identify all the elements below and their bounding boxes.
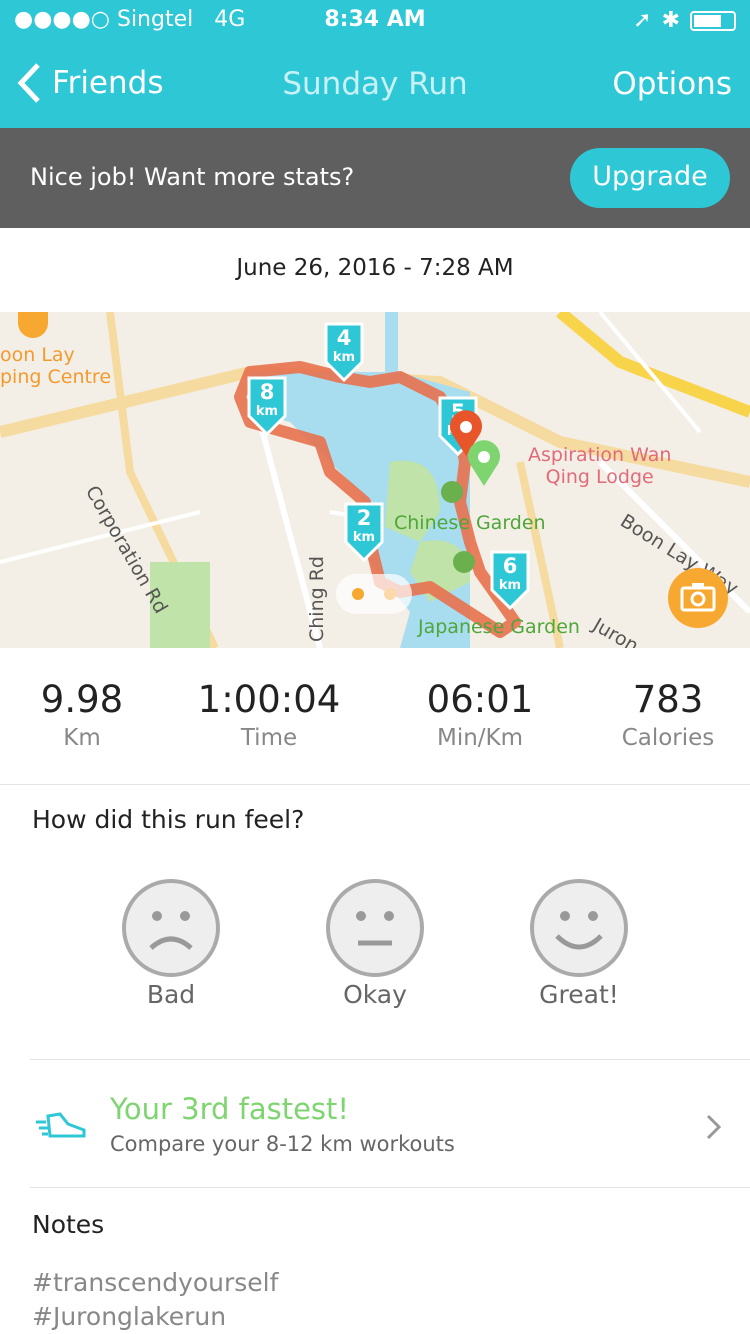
clock: 8:34 AM [324, 7, 426, 32]
km-marker[interactable]: 2 km [342, 500, 386, 562]
upgrade-button[interactable]: Upgrade [570, 148, 730, 208]
divider [30, 1187, 750, 1188]
end-pin-icon [450, 410, 482, 456]
stat-unit: Km [63, 725, 101, 751]
stat-unit: Calories [621, 725, 715, 751]
back-label: Friends [52, 65, 164, 101]
page-indicator[interactable] [336, 574, 412, 614]
stat-value: 9.98 [40, 678, 124, 721]
km-marker-unit: km [498, 578, 522, 593]
km-marker-number: 4 [336, 326, 352, 350]
notes-text[interactable]: #transcendyourself #Juronglakerun [32, 1266, 278, 1334]
achievement-title: Your 3rd fastest! [110, 1092, 350, 1126]
km-marker-unit: km [332, 350, 356, 365]
battery-icon [690, 10, 736, 31]
map-label-ching-rd: Ching Rd [306, 556, 328, 642]
divider [30, 1059, 750, 1060]
location-icon: ➚ [633, 8, 652, 33]
achievement-subtitle: Compare your 8-12 km workouts [110, 1132, 455, 1156]
stat-value: 1:00:04 [197, 678, 341, 721]
route-map[interactable]: oon Lay ping Centre Aspiration Wan Qing … [0, 312, 750, 648]
carrier: ●●●●○ Singtel 4G [14, 7, 246, 32]
status-bar: ●●●●○ Singtel 4G 8:34 AM ➚ ✱ [0, 0, 750, 40]
stat-distance: 9.98 Km [0, 678, 164, 751]
nav-bar: Friends Sunday Run Options [0, 40, 750, 128]
neutral-face-icon [326, 879, 424, 977]
km-marker-number: 2 [356, 506, 372, 530]
back-button[interactable]: Friends [16, 62, 163, 104]
run-date: June 26, 2016 - 7:28 AM [236, 255, 514, 281]
km-marker[interactable]: 6 km [488, 548, 532, 610]
map-label-japanese-garden: Japanese Garden [418, 616, 580, 638]
park-icon [441, 481, 463, 503]
km-marker-unit: km [352, 530, 376, 545]
upgrade-banner: Nice job! Want more stats? Upgrade [0, 128, 750, 228]
chevron-left-icon [17, 63, 40, 103]
stats-row: 9.98 Km 1:00:04 Time 06:01 Min/Km 783 Calori… [0, 678, 750, 751]
stat-calories: 783 Calories [586, 678, 750, 751]
map-label-chinese-garden: Chinese Garden [394, 512, 546, 534]
start-pin-icon [468, 440, 500, 486]
stat-time: 1:00:04 Time [164, 678, 374, 751]
achievement-row[interactable]: Your 3rd fastest! Compare your 8-12 km w… [0, 1060, 750, 1187]
shopping-icon [18, 312, 48, 338]
km-marker-number: 8 [259, 380, 275, 404]
bluetooth-icon: ✱ [661, 8, 680, 33]
park-icon [453, 551, 475, 573]
stat-unit: Min/Km [436, 725, 524, 751]
feel-okay-button[interactable]: Okay [325, 878, 425, 1009]
page-title: Sunday Run [282, 66, 468, 102]
feel-label: Okay [343, 980, 407, 1009]
options-button[interactable]: Options [612, 66, 732, 102]
stat-value: 783 [632, 678, 704, 721]
banner-message: Nice job! Want more stats? [30, 163, 355, 191]
km-marker-unit: km [255, 404, 279, 419]
camera-icon [680, 583, 716, 612]
route-path [234, 361, 521, 638]
km-marker[interactable]: 4 km [322, 320, 366, 382]
running-shoe-icon [36, 1112, 86, 1138]
note-line: #transcendyourself [32, 1268, 279, 1297]
map-label-mall: oon Lay ping Centre [0, 344, 112, 388]
happy-face-icon [530, 879, 628, 977]
km-marker[interactable]: 8 km [245, 374, 289, 436]
feel-label: Great! [539, 980, 619, 1009]
stat-value: 06:01 [426, 678, 534, 721]
chevron-right-icon [706, 1114, 722, 1140]
map-label-lodge: Aspiration Wan Qing Lodge [528, 444, 672, 488]
note-line: #Juronglakerun [32, 1302, 227, 1331]
feel-label: Bad [146, 980, 196, 1009]
km-marker-number: 6 [502, 554, 518, 578]
stat-unit: Time [240, 725, 298, 751]
camera-button[interactable] [668, 568, 728, 628]
notes-heading: Notes [32, 1210, 105, 1239]
feel-great-button[interactable]: Great! [529, 878, 629, 1009]
sad-face-icon [122, 879, 220, 977]
stat-pace: 06:01 Min/Km [374, 678, 586, 751]
feel-bad-button[interactable]: Bad [121, 878, 221, 1009]
divider [0, 784, 750, 785]
feel-question: How did this run feel? [32, 805, 305, 834]
